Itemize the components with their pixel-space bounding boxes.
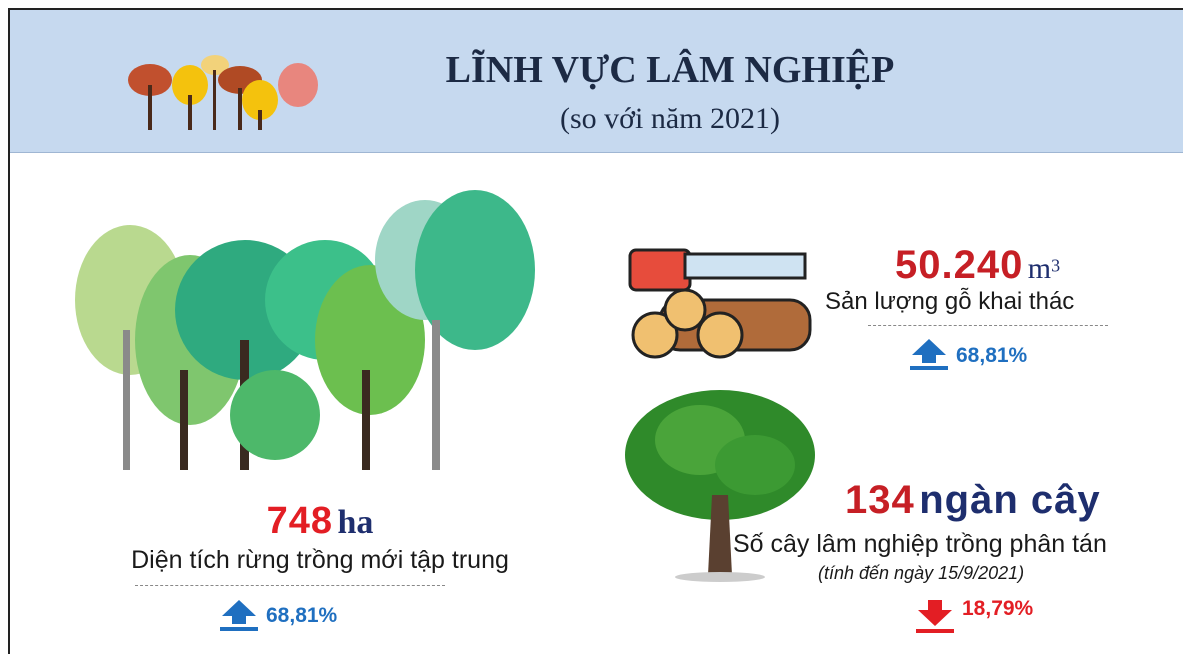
page: LĨNH VỰC LÂM NGHIỆP (so với năm 2021) 74… (0, 0, 1183, 654)
change: 68,81% (266, 604, 337, 628)
label: Sản lượng gỗ khai thác (825, 288, 1074, 316)
value: 134 (845, 478, 915, 522)
title: LĨNH VỰC LÂM NGHIỆP (420, 48, 920, 92)
forest-illustration (70, 190, 560, 490)
stat-3: 134 ngàn cây (845, 478, 1101, 523)
unit: ha (337, 504, 373, 541)
header-icon (120, 40, 320, 135)
divider (135, 585, 445, 586)
label: Số cây lâm nghiệp trồng phân tán (733, 530, 1107, 559)
value: 50.240 (895, 243, 1023, 287)
up-arrow (218, 598, 260, 632)
stat-1: 748 ha (100, 500, 540, 543)
unit: m (1028, 252, 1051, 285)
saw-log-icon (625, 240, 815, 360)
down-arrow (914, 598, 956, 634)
unit: ngàn cây (919, 478, 1100, 522)
subtitle: (so với năm 2021) (420, 102, 920, 136)
change: 68,81% (956, 344, 1027, 368)
value: 748 (267, 500, 333, 542)
note: (tính đến ngày 15/9/2021) (818, 563, 1024, 584)
up-arrow (908, 337, 950, 371)
divider (868, 325, 1108, 326)
label: Diện tích rừng trồng mới tập trung (80, 546, 560, 575)
stat-2: 50.240 m3 (895, 243, 1060, 288)
change: 18,79% (962, 597, 1033, 621)
unit-power: 3 (1051, 256, 1060, 276)
